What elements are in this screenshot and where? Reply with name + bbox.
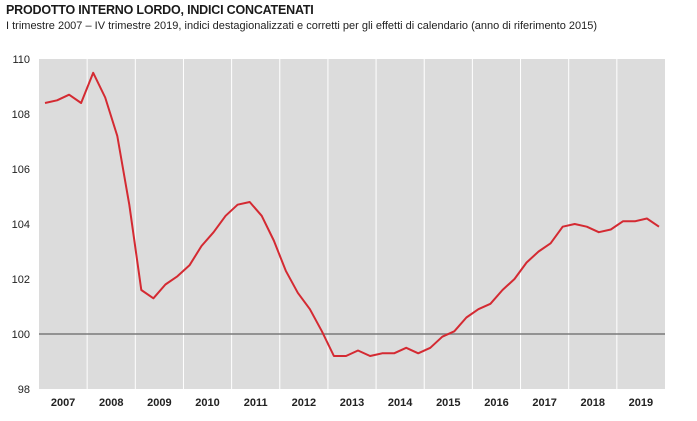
y-tick-label: 102 bbox=[12, 274, 30, 286]
x-tick-label-2012: 2012 bbox=[292, 397, 316, 409]
x-tick-label-2018: 2018 bbox=[581, 397, 605, 409]
y-tick-label: 100 bbox=[12, 329, 30, 341]
chart-title: PRODOTTO INTERNO LORDO, INDICI CONCATENA… bbox=[6, 3, 314, 17]
x-tick-label-2013: 2013 bbox=[340, 397, 364, 409]
y-tick-label: 110 bbox=[12, 54, 30, 66]
y-tick-label: 106 bbox=[12, 164, 30, 176]
y-tick-label: 104 bbox=[12, 219, 30, 231]
x-tick-label-2009: 2009 bbox=[147, 397, 171, 409]
x-tick-label-2007: 2007 bbox=[51, 397, 75, 409]
x-tick-label-2017: 2017 bbox=[532, 397, 556, 409]
series-line-pil bbox=[44, 71, 660, 357]
x-tick-label-2019: 2019 bbox=[629, 397, 653, 409]
x-tick-label-2010: 2010 bbox=[195, 397, 219, 409]
y-tick-label: 108 bbox=[12, 109, 30, 121]
x-tick-label-2014: 2014 bbox=[388, 397, 413, 409]
chart-subtitle: I trimestre 2007 – IV trimestre 2019, in… bbox=[6, 20, 598, 32]
x-tick-label-2015: 2015 bbox=[436, 397, 460, 409]
x-tick-label-2011: 2011 bbox=[244, 397, 268, 409]
x-tick-label-2016: 2016 bbox=[484, 397, 508, 409]
y-tick-label: 98 bbox=[18, 384, 30, 396]
x-tick-label-2008: 2008 bbox=[99, 397, 123, 409]
